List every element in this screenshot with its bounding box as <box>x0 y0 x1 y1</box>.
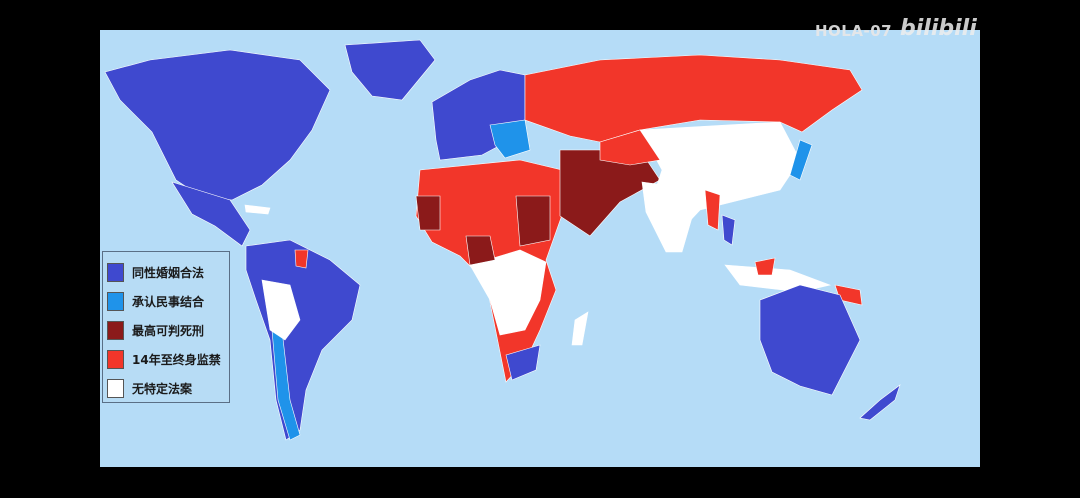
region-india <box>641 181 701 253</box>
legend-label: 承认民事结合 <box>132 295 205 309</box>
region-madagascar <box>571 311 589 346</box>
region-europe-unions <box>489 119 531 159</box>
legend-item-marriage: 同性婚姻合法 <box>107 258 229 287</box>
legend-item-imprisonment: 14年至终身监禁 <box>107 345 229 374</box>
region-south-africa <box>505 344 541 381</box>
map-legend: 同性婚姻合法 承认民事结合 最高可判死刑 14年至终身监禁 无特定法案 <box>102 251 230 403</box>
bilibili-logo: bilibili <box>900 16 977 41</box>
region-central-america <box>171 181 251 247</box>
legend-swatch <box>107 263 124 282</box>
region-north-america <box>104 49 331 201</box>
legend-item-no-law: 无特定法案 <box>107 374 229 403</box>
region-new-zealand <box>859 384 901 421</box>
region-guyana <box>294 249 309 269</box>
legend-label: 最高可判死刑 <box>132 324 205 338</box>
region-myanmar <box>704 189 721 231</box>
region-mauritania <box>415 195 441 231</box>
region-russia <box>524 54 863 143</box>
channel-watermark: HOLA-07 <box>815 22 893 40</box>
legend-label: 14年至终身监禁 <box>132 353 221 367</box>
region-central-asia <box>599 129 661 166</box>
region-south-america-white <box>261 279 301 341</box>
region-thailand <box>721 214 736 246</box>
legend-item-death-penalty: 最高可判死刑 <box>107 316 229 345</box>
legend-label: 无特定法案 <box>132 382 193 396</box>
region-nigeria <box>465 235 496 266</box>
region-japan <box>789 139 813 181</box>
legend-swatch <box>107 321 124 340</box>
region-malaysia <box>754 257 776 276</box>
region-australia <box>759 284 861 396</box>
region-greenland <box>344 39 436 101</box>
region-sudan <box>515 195 551 247</box>
region-caribbean <box>244 204 271 215</box>
region-africa-white <box>469 249 547 336</box>
legend-label: 同性婚姻合法 <box>132 266 205 280</box>
legend-swatch <box>107 350 124 369</box>
legend-swatch <box>107 292 124 311</box>
legend-item-civil-union: 承认民事结合 <box>107 287 229 316</box>
legend-swatch <box>107 379 124 398</box>
